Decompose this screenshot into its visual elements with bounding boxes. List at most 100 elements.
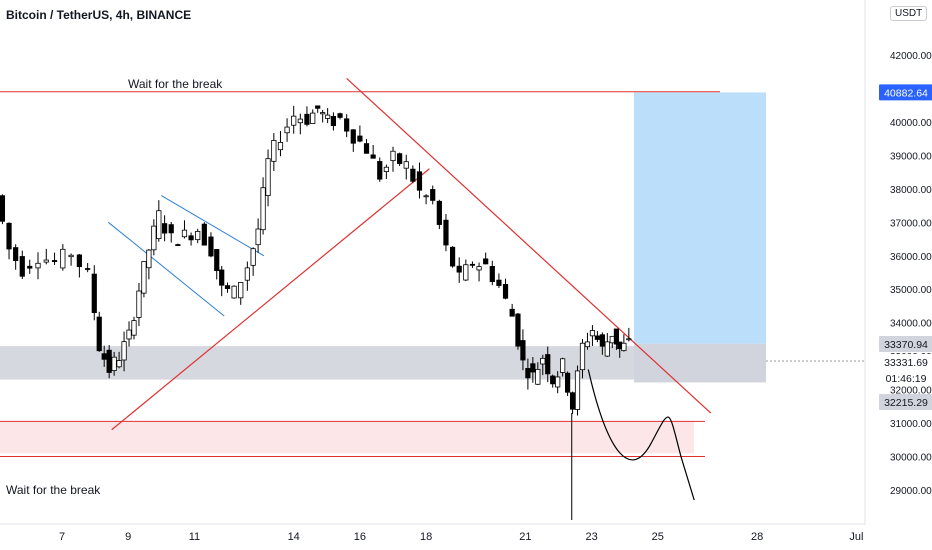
candle [96,311,102,352]
candle [126,321,132,347]
candle [540,354,546,376]
candle-body [260,187,266,231]
countdown-label-bg [879,370,932,386]
candle [469,261,476,268]
candle [136,282,142,327]
candle [168,221,174,243]
candle [530,357,536,383]
candle-body [85,268,91,270]
candle [231,285,237,299]
unit-badge[interactable]: USDT [890,6,928,21]
candle-body [19,256,25,277]
candle-body [416,171,423,191]
candle-body [525,368,531,379]
candle-body [443,219,449,246]
candle-body [337,113,343,118]
candle [621,334,627,352]
candle-body [116,360,122,368]
candle [555,371,561,394]
candle-body [626,338,632,341]
candle [337,112,343,120]
candle-body [315,105,321,109]
candle-body [141,261,147,294]
candle [325,108,331,124]
candle-body [219,269,225,286]
channel-line-1 [108,221,225,317]
candle-body [146,249,152,269]
candle-body [214,249,220,271]
candle-body [238,282,244,299]
price-tick: 38000.00 [890,185,932,196]
candle [410,165,416,184]
candle-body [579,342,586,371]
candle-body [449,246,456,267]
candle-body [621,342,627,352]
candle [304,106,310,127]
candle-body [175,244,181,246]
candle-body [271,140,277,162]
candle [260,177,266,235]
candle-body [181,229,188,238]
candle-body [195,231,201,241]
current-price-label: 33331.69 [884,357,928,369]
candle-body [151,225,157,251]
zones-layer [0,92,766,454]
candle [141,261,147,298]
candle [265,149,271,207]
target-box [634,92,766,344]
candle [489,260,495,286]
candle-body [320,112,326,115]
candle-body [201,223,207,246]
price-labels: Wait for the break Wait for the break 4088… [6,77,932,497]
candle [68,253,74,266]
candle [60,244,66,271]
candle-body [569,392,576,410]
candle [181,220,188,239]
trendline-ascending [111,168,430,431]
price-tick: 42000.00 [890,51,932,62]
candle [545,346,551,383]
candle-body [96,316,102,352]
candle-body [496,279,502,286]
price-tick: 40000.00 [890,118,932,129]
candle [315,105,321,113]
candle-body [502,284,509,299]
candle [456,257,462,283]
candle [344,114,350,138]
candle [146,249,152,280]
candle-body [594,335,600,340]
candle [423,194,429,205]
candle-body [156,210,162,240]
candle-body [540,357,546,365]
candle [255,218,261,253]
candle [91,265,97,321]
time-tick: 28 [751,531,763,543]
candle-body [244,267,250,281]
current-price-label-bg [879,354,932,370]
price-axis: 29000.0030000.0031000.0032000.0033000.00… [864,0,932,525]
candle [43,248,49,265]
price-tick: 37000.00 [890,218,932,229]
entry-price-label-bg [879,336,932,352]
candle [291,105,297,134]
candle-body [489,266,495,282]
candle-body [350,129,356,144]
candle-body [76,254,82,268]
candle [535,362,541,386]
candle-body [304,113,310,125]
candle-body [357,135,363,142]
candle [550,374,556,388]
time-tick: 9 [125,531,131,543]
candle-body [377,161,383,180]
candle [430,185,436,205]
candle-body [121,341,127,361]
trendline-descending [346,77,712,414]
candle-body [530,363,536,373]
candle [403,154,409,180]
candle-body [545,354,551,375]
candle-body [27,265,33,269]
candle [175,243,181,246]
entry-price-label: 33370.94 [884,339,928,351]
candle-body [35,262,41,269]
